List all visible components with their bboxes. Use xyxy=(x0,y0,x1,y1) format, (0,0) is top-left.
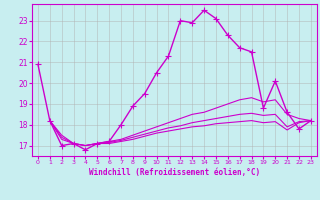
X-axis label: Windchill (Refroidissement éolien,°C): Windchill (Refroidissement éolien,°C) xyxy=(89,168,260,177)
